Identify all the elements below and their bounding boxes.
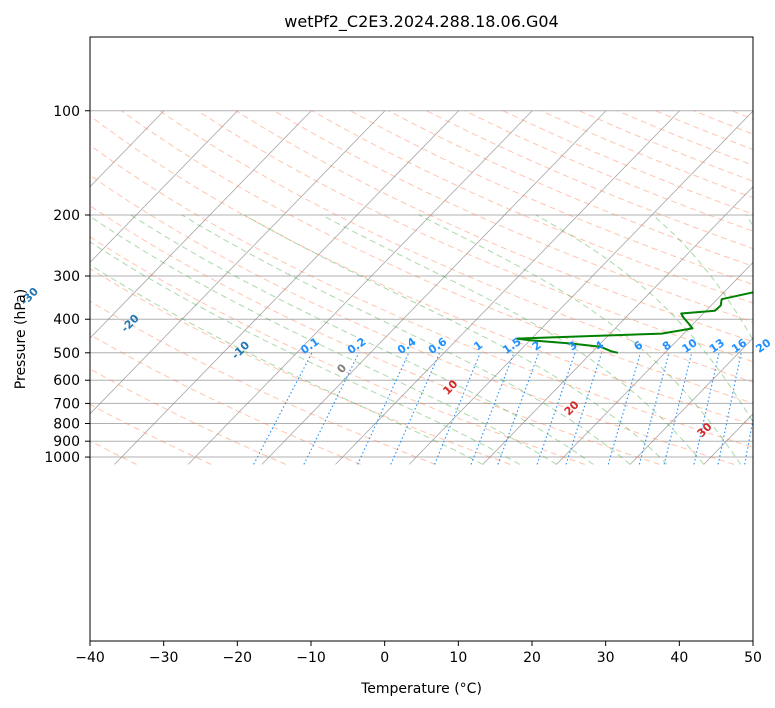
- x-tick-label: −30: [149, 650, 179, 666]
- y-tick-label: 900: [53, 434, 80, 450]
- dry-adiabat-line: [90, 236, 585, 465]
- chart-title: wetPf2_C2E3.2024.288.18.06.G04: [284, 12, 558, 32]
- mixing-ratio-line: [390, 352, 441, 465]
- y-tick-label: 300: [53, 269, 80, 285]
- plot-frame: [89, 36, 754, 642]
- moist-adiabat-line: [90, 264, 484, 465]
- dry-adiabat-line: [90, 174, 735, 465]
- axis-ticks: −40 −30 −20 −10 0 10 20 30 40 50 100 200 300 400 500 60…: [44, 104, 762, 666]
- y-tick-label: 800: [53, 416, 80, 432]
- mixing-ratio-line: [434, 352, 481, 465]
- mixing-ratio-line: [638, 352, 670, 465]
- x-tick-label: 50: [744, 650, 762, 666]
- moist-adiabat-line: [535, 214, 753, 424]
- profile-lines: [515, 291, 753, 354]
- mixing-ratio-line: [303, 352, 360, 465]
- dry-adiabat-line: [90, 368, 287, 465]
- moist-adiabat-line: [181, 214, 631, 465]
- moist-adiabat-line: [418, 214, 742, 465]
- y-tick-label: 500: [53, 346, 80, 362]
- y-axis-title: Pressure (hPa): [13, 289, 29, 389]
- mixing-ratio-line: [607, 352, 641, 465]
- mixing-ratio-line: [693, 352, 720, 465]
- x-tick-label: 20: [523, 650, 541, 666]
- mixing-ratio-line: [253, 352, 313, 465]
- dry-adiabat-line: [197, 110, 753, 363]
- dry-adiabat-line: [159, 110, 753, 383]
- isotherm-line: [114, 110, 459, 465]
- y-tick-label: 400: [53, 312, 80, 328]
- isotherm-line: [90, 110, 238, 264]
- isotherm-line: [90, 110, 386, 415]
- mixing-ratio-line: [717, 352, 742, 465]
- isotherm-line: [261, 110, 607, 465]
- y-tick-label: 600: [53, 373, 80, 389]
- dry-adiabat-line: [388, 110, 753, 267]
- moist-adiabat-line: [652, 214, 753, 341]
- dry-adiabat-line: [273, 110, 753, 323]
- isotherm-line: [629, 337, 753, 465]
- moist-adiabat-line: [321, 214, 705, 465]
- dry-adiabat-line: [90, 268, 511, 465]
- isotherm-line: [90, 110, 312, 339]
- isotherm-line: [90, 110, 165, 188]
- dry-adiabat-line: [90, 144, 753, 448]
- dry-adiabat-line: [90, 205, 660, 465]
- y-tick-label: 200: [53, 208, 80, 224]
- x-tick-label: −10: [296, 650, 326, 666]
- x-tick-label: 10: [449, 650, 467, 666]
- isotherm-line: [335, 110, 680, 465]
- isotherm-line: [556, 261, 753, 465]
- background-lines: [90, 110, 753, 465]
- y-tick-label: 700: [53, 396, 80, 412]
- isotherm-line: [187, 110, 533, 465]
- mixing-ratio-line: [663, 352, 693, 465]
- y-tick-label: 100: [53, 104, 80, 120]
- moist-adiabat-line: [243, 214, 668, 465]
- mixing-ratio-line: [357, 352, 410, 465]
- dry-adiabat-line: [90, 334, 361, 465]
- moist-adiabat-line: [90, 215, 557, 465]
- x-tick-label: 0: [380, 650, 389, 666]
- y-tick-label: 1000: [44, 450, 80, 466]
- dewpoint-profile: [515, 291, 753, 354]
- x-tick-label: 30: [597, 650, 615, 666]
- isotherm-line: [408, 110, 753, 465]
- moist-adiabat-line: [90, 241, 520, 465]
- x-tick-label: −20: [223, 650, 253, 666]
- isotherm-line: [482, 186, 753, 465]
- x-tick-label: 40: [670, 650, 688, 666]
- moist-adiabat-line: [130, 214, 594, 465]
- x-axis-title: Temperature (°C): [360, 681, 482, 697]
- x-tick-label: −40: [75, 650, 105, 666]
- dry-adiabat-line: [90, 115, 753, 426]
